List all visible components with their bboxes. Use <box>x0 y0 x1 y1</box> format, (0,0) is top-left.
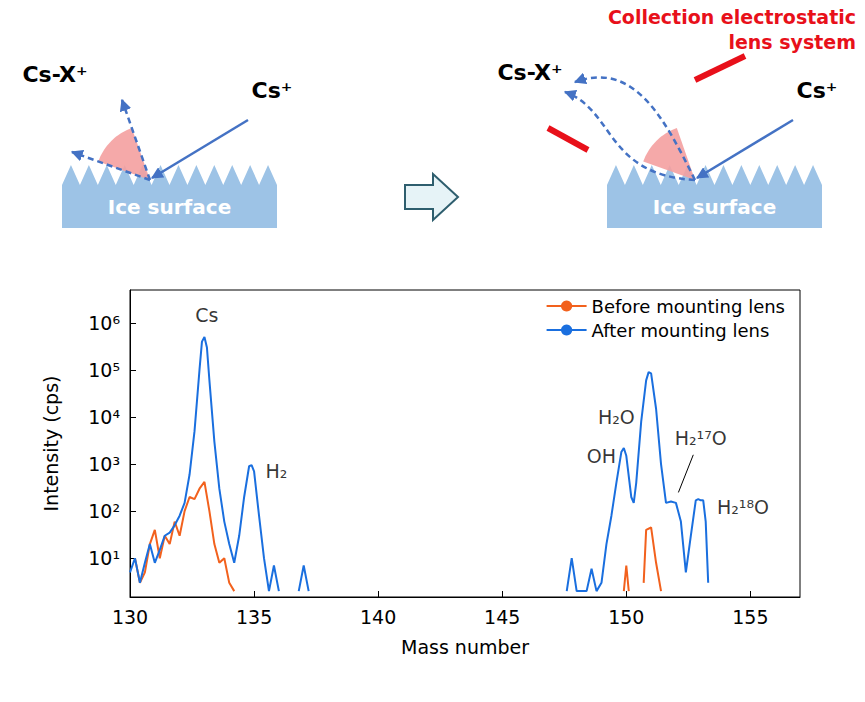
svg-text:lens system: lens system <box>728 31 856 53</box>
svg-text:140: 140 <box>360 606 396 628</box>
svg-text:145: 145 <box>484 606 520 628</box>
svg-text:OH: OH <box>587 445 616 467</box>
svg-text:Cs: Cs <box>195 304 218 326</box>
svg-text:10²: 10² <box>88 500 120 522</box>
svg-text:Intensity (cps): Intensity (cps) <box>40 376 62 512</box>
svg-text:Cs⁺: Cs⁺ <box>252 78 293 103</box>
svg-text:10⁴: 10⁴ <box>88 406 120 428</box>
svg-text:Mass number: Mass number <box>401 636 529 658</box>
svg-text:Cs⁺: Cs⁺ <box>797 78 838 103</box>
svg-text:155: 155 <box>732 606 768 628</box>
svg-text:H₂¹⁷O: H₂¹⁷O <box>675 427 727 449</box>
svg-text:Collection electrostatic: Collection electrostatic <box>608 6 856 28</box>
svg-text:Ice surface: Ice surface <box>108 195 231 219</box>
svg-text:10⁶: 10⁶ <box>88 312 120 334</box>
svg-text:Cs-X⁺: Cs-X⁺ <box>497 60 562 85</box>
svg-text:H₂O: H₂O <box>598 406 635 428</box>
svg-text:10⁵: 10⁵ <box>88 359 120 381</box>
svg-text:H₂: H₂ <box>265 460 287 482</box>
svg-text:10³: 10³ <box>88 453 120 475</box>
svg-text:After mounting lens: After mounting lens <box>592 320 770 341</box>
svg-text:H₂¹⁸O: H₂¹⁸O <box>717 496 769 518</box>
svg-text:Ice surface: Ice surface <box>653 195 776 219</box>
svg-text:10¹: 10¹ <box>88 547 120 569</box>
svg-text:130: 130 <box>112 606 148 628</box>
svg-text:Before mounting lens: Before mounting lens <box>592 296 785 317</box>
svg-text:150: 150 <box>608 606 644 628</box>
svg-text:Cs-X⁺: Cs-X⁺ <box>22 62 87 87</box>
svg-text:135: 135 <box>236 606 272 628</box>
